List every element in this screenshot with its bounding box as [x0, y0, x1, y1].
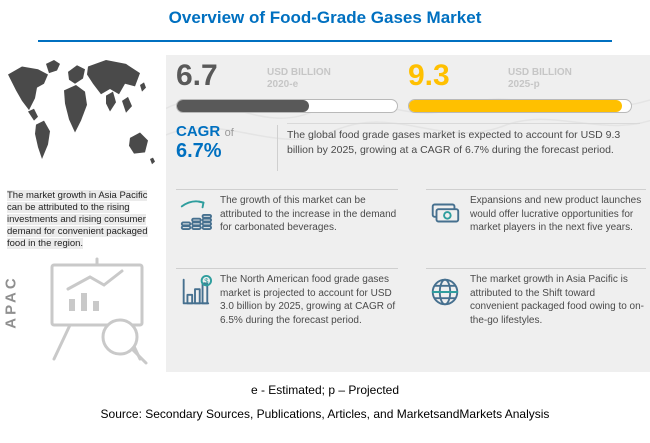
bullet-divider — [426, 268, 646, 269]
progress-bar-2020 — [176, 99, 398, 113]
cagr-label-line: CAGR of — [176, 123, 234, 141]
stat-unit-2025: USD BILLION 2025-p — [508, 67, 572, 91]
apac-description-text: The market growth in Asia Pacific can be… — [7, 190, 148, 249]
progress-bar-2025 — [408, 99, 632, 113]
apac-description: The market growth in Asia Pacific can be… — [7, 190, 161, 250]
market-overview-panel: 6.7 USD BILLION 2020-e 9.3 USD BILLION 2… — [166, 55, 650, 372]
apac-region-label: APAC — [2, 275, 20, 329]
stat-unit-2020: USD BILLION 2020-e — [267, 67, 331, 91]
progress-bar-2025-fill — [409, 100, 623, 112]
market-size-2025: 9.3 — [408, 59, 450, 92]
title-underline — [38, 40, 612, 42]
world-map — [8, 59, 155, 165]
source-line: Source: Secondary Sources, Publications,… — [100, 407, 550, 421]
footnote: e - Estimated; p – Projected — [250, 383, 400, 397]
bullet-text: The North American food grade gases mark… — [220, 274, 396, 326]
cagr-connector: of — [224, 127, 234, 139]
market-summary: The global food grade gases market is ex… — [287, 129, 621, 156]
vertical-divider — [277, 125, 278, 171]
presentation-board-icon — [50, 257, 148, 365]
unit-label-2020: USD BILLION — [267, 67, 331, 78]
banknotes-icon — [431, 203, 460, 223]
cagr-label: CAGR — [176, 123, 221, 140]
svg-text:$: $ — [204, 277, 209, 286]
globe-icon — [431, 278, 459, 306]
bullet-divider — [176, 189, 398, 190]
bullet-divider — [426, 189, 646, 190]
progress-bar-2020-fill — [177, 100, 309, 112]
bullet-text: The market growth in Asia Pacific is att… — [470, 274, 645, 326]
market-size-2020: 6.7 — [176, 59, 218, 92]
chart-dollar-icon: $ — [182, 275, 212, 305]
bullet-text: Expansions and new product launches woul… — [470, 195, 642, 233]
cagr-value: 6.7% — [176, 140, 222, 162]
summary-divider — [287, 123, 640, 124]
bullet-divider — [176, 268, 398, 269]
bullet-text: The growth of this market can be attribu… — [220, 195, 397, 233]
page-title: Overview of Food-Grade Gases Market — [168, 8, 482, 27]
unit-label-2025: USD BILLION — [508, 67, 572, 78]
year-label-2020: 2020-e — [267, 79, 299, 90]
coins-growth-icon — [180, 200, 212, 230]
year-label-2025: 2025-p — [508, 79, 540, 90]
